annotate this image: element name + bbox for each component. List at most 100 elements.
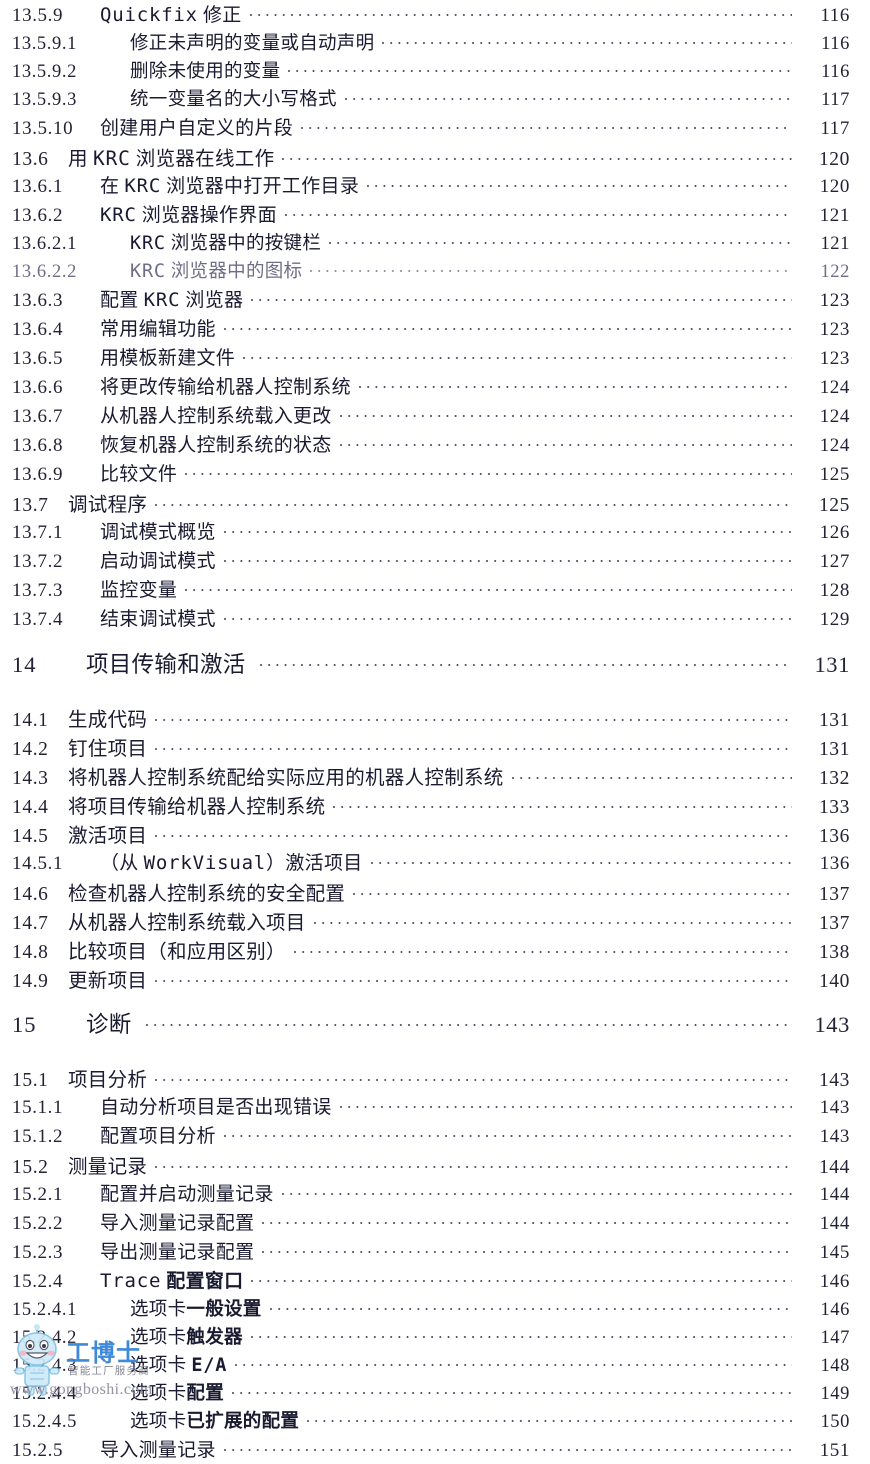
toc-dot-leader [293, 939, 793, 959]
toc-entry[interactable]: 13.6.8 恢复机器人控制系统的状态 124 [12, 430, 850, 459]
toc-entry[interactable]: 13.6.1 在 KRC 浏览器中打开工作目录 120 [12, 171, 850, 200]
toc-entry[interactable]: 14.5.1 （从 WorkVisual）激活项目 136 [12, 848, 850, 877]
toc-entry[interactable]: 14 项目传输和激活 131 [12, 647, 850, 693]
toc-entry-number: 13.6.3 [12, 290, 64, 311]
toc-entry-number: 15.2.4.1 [12, 1300, 77, 1320]
toc-entry[interactable]: 13.6.6 将更改传输给机器人控制系统 124 [12, 372, 850, 401]
toc-dot-leader [251, 1268, 792, 1287]
toc-entry[interactable]: 13.6.9 比较文件 125 [12, 459, 850, 488]
toc-entry[interactable]: 13.7.4 结束调试模式 129 [12, 604, 850, 633]
toc-entry-page-number: 148 [820, 1356, 850, 1376]
toc-entry-number: 13.6.2 [12, 205, 64, 226]
toc-entry[interactable]: 14.5 激活项目 136 [12, 819, 850, 848]
toc-entry-number: 14.9 [12, 971, 49, 992]
toc-entry[interactable]: 13.6.4 常用编辑功能 123 [12, 314, 850, 343]
toc-entry[interactable]: 13.7.3 监控变量 128 [12, 575, 850, 604]
toc-entry[interactable]: 15.2.4.2 选项卡触发器 147 [12, 1323, 850, 1351]
toc-entry-title: 比较项目（和应用区别） [68, 942, 286, 963]
toc-entry-number: 15.1 [12, 1070, 49, 1091]
toc-entry[interactable]: 15.1.2 配置项目分析 143 [12, 1121, 850, 1150]
toc-entry[interactable]: 15.2.3 导出测量记录配置 145 [12, 1237, 850, 1266]
toc-entry-number: 13.6.2.1 [12, 234, 77, 254]
toc-entry[interactable]: 13.7.1 调试模式概览 126 [12, 517, 850, 546]
toc-entry[interactable]: 14.2 钉住项目 131 [12, 732, 850, 761]
toc-entry[interactable]: 15 诊断 143 [12, 1007, 850, 1053]
toc-entry-number: 13.6.5 [12, 348, 64, 369]
toc-entry-page-number: 124 [819, 435, 850, 456]
toc-entry-title: 项目分析 [68, 1070, 148, 1091]
toc-entry-number: 13.5.9.1 [12, 34, 77, 54]
toc-entry-page-number: 123 [819, 348, 850, 369]
toc-entry[interactable]: 15.1 项目分析 143 [12, 1063, 850, 1092]
toc-entry-number: 14 [12, 652, 37, 677]
toc-dot-leader [382, 31, 792, 50]
toc-entry[interactable]: 13.7.2 启动调试模式 127 [12, 546, 850, 575]
toc-entry[interactable]: 15.2.4 Trace 配置窗口 146 [12, 1266, 850, 1295]
toc-dot-leader [259, 650, 793, 673]
toc-dot-leader [155, 736, 792, 756]
toc-entry[interactable]: 13.5.9.1 修正未声明的变量或自动声明 116 [12, 29, 850, 57]
toc-entry[interactable]: 15.1.1 自动分析项目是否出现错误 143 [12, 1092, 850, 1121]
toc-dot-leader [155, 1067, 792, 1087]
toc-entry[interactable]: 13.5.9.2 删除未使用的变量 116 [12, 57, 850, 85]
toc-entry-page-number: 143 [818, 1070, 850, 1091]
toc-entry[interactable]: 14.9 更新项目 140 [12, 964, 850, 993]
toc-entry-page-number: 117 [820, 118, 850, 139]
toc-dot-leader [223, 519, 793, 538]
toc-entry[interactable]: 14.1 生成代码 131 [12, 703, 850, 732]
toc-entry[interactable]: 15.2.4.1 选项卡一般设置 146 [12, 1295, 850, 1323]
toc-entry-page-number: 146 [819, 1271, 850, 1292]
toc-entry[interactable]: 13.6.2.2 KRC 浏览器中的图标 122 [12, 257, 850, 285]
toc-entry-number: 14.3 [12, 768, 49, 789]
toc-entry[interactable]: 13.5.9 Quickfix 修正 116 [12, 0, 850, 29]
toc-entry-title: 导入测量记录 [100, 1440, 216, 1461]
toc-entry-number: 15.2.3 [12, 1242, 64, 1263]
toc-entry[interactable]: 13.7 调试程序 125 [12, 488, 850, 517]
toc-entry-page-number: 136 [818, 826, 850, 847]
toc-dot-leader [333, 794, 792, 814]
toc-dot-leader [313, 910, 793, 930]
toc-entry[interactable]: 14.4 将项目传输给机器人控制系统 133 [12, 790, 850, 819]
toc-entry-number: 15.2.4.5 [12, 1412, 77, 1432]
toc-entry[interactable]: 13.6.5 用模板新建文件 123 [12, 343, 850, 372]
toc-entry[interactable]: 13.5.9.3 统一变量名的大小写格式 117 [12, 85, 850, 113]
toc-entry-number: 14.8 [12, 942, 49, 963]
toc-entry-page-number: 124 [819, 377, 850, 398]
toc-entry-title: Trace 配置窗口 [100, 1270, 244, 1292]
toc-dot-leader [339, 403, 793, 422]
toc-entry-title: 生成代码 [68, 710, 148, 731]
toc-entry[interactable]: 15.2 测量记录 144 [12, 1150, 850, 1179]
toc-entry[interactable]: 14.8 比较项目（和应用区别） 138 [12, 935, 850, 964]
toc-entry[interactable]: 15.2.2 导入测量记录配置 144 [12, 1208, 850, 1237]
toc-entry-title: 创建用户自定义的片段 [100, 118, 294, 139]
toc-entry-page-number: 146 [820, 1300, 850, 1320]
toc-dot-leader [185, 577, 792, 596]
toc-entry[interactable]: 15.2.4.5 选项卡已扩展的配置 150 [12, 1407, 850, 1435]
toc-entry-number: 13.7.3 [12, 580, 64, 601]
toc-entry[interactable]: 15.2.4.3 选项卡 E/A 148 [12, 1351, 850, 1379]
toc-dot-leader [185, 461, 792, 480]
toc-entry[interactable]: 13.6.2.1 KRC 浏览器中的按键栏 121 [12, 229, 850, 257]
toc-entry[interactable]: 13.6.7 从机器人控制系统载入更改 124 [12, 401, 850, 430]
toc-entry[interactable]: 14.7 从机器人控制系统载入项目 137 [12, 906, 850, 935]
toc-entry[interactable]: 13.5.10 创建用户自定义的片段 117 [12, 113, 850, 142]
toc-entry[interactable]: 15.2.1 配置并启动测量记录 144 [12, 1179, 850, 1208]
toc-dot-leader [282, 146, 792, 166]
toc-entry-page-number: 147 [820, 1328, 850, 1348]
toc-entry[interactable]: 13.6.3 配置 KRC 浏览器 123 [12, 285, 850, 314]
toc-entry[interactable]: 13.6.2 KRC 浏览器操作界面 121 [12, 200, 850, 229]
toc-entry-page-number: 143 [819, 1097, 850, 1118]
toc-entry[interactable]: 14.3 将机器人控制系统配给实际应用的机器人控制系统 132 [12, 761, 850, 790]
toc-entry-page-number: 138 [818, 942, 850, 963]
toc-entry-page-number: 145 [819, 1242, 850, 1263]
toc-dot-leader [281, 1181, 793, 1200]
toc-entry-number: 15.2.4 [12, 1271, 64, 1292]
toc-entry[interactable]: 15.2.5 导入测量记录 151 [12, 1435, 850, 1464]
toc-entry[interactable]: 13.6 用 KRC 浏览器在线工作 120 [12, 142, 850, 171]
toc-entry-number: 15.2.4.2 [12, 1328, 77, 1348]
toc-dot-leader [223, 316, 793, 335]
toc-dot-leader [155, 1154, 792, 1174]
toc-entry[interactable]: 15.2.4.4 选项卡配置 149 [12, 1379, 850, 1407]
toc-entry-title: 调试模式概览 [100, 522, 216, 543]
toc-entry[interactable]: 14.6 检查机器人控制系统的安全配置 137 [12, 877, 850, 906]
